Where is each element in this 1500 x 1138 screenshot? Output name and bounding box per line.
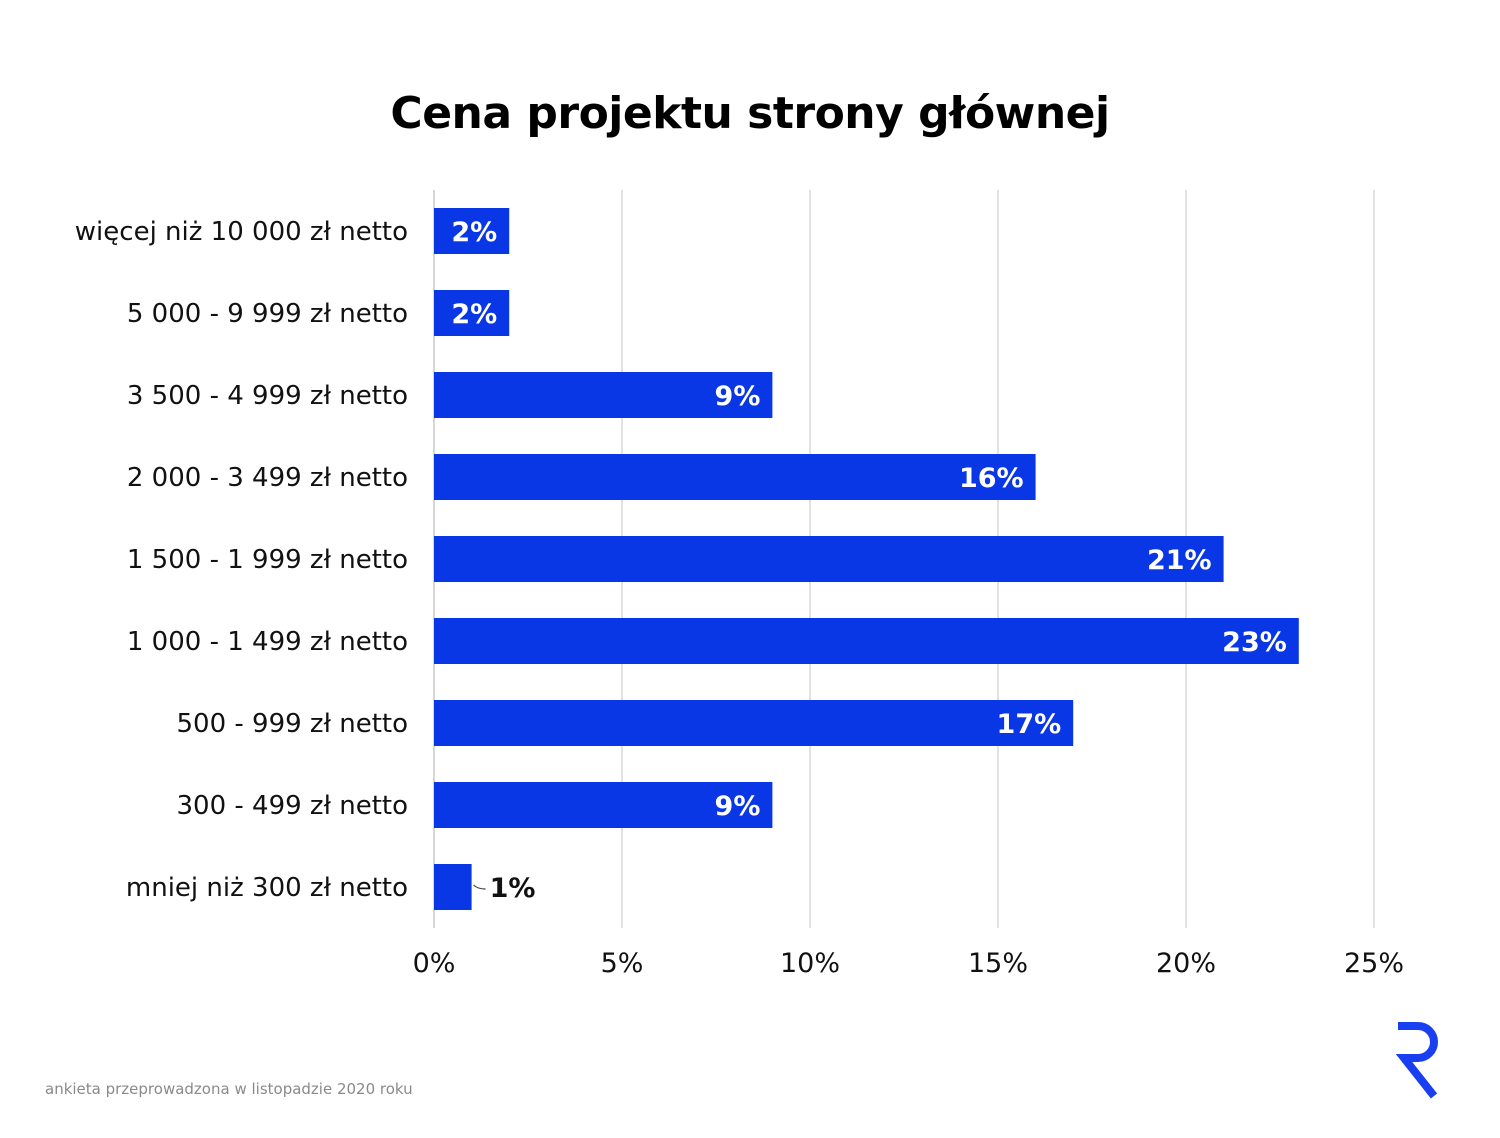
bar [434, 536, 1224, 582]
category-label: mniej niż 300 zł netto [126, 873, 408, 903]
category-label: więcej niż 10 000 zł netto [75, 217, 408, 247]
category-label: 2 000 - 3 499 zł netto [127, 463, 408, 493]
category-label: 1 500 - 1 999 zł netto [127, 545, 408, 575]
bar [434, 372, 773, 418]
bar [434, 782, 773, 828]
category-label: 500 - 999 zł netto [177, 709, 409, 739]
data-label: 21% [1147, 545, 1212, 576]
bar [434, 700, 1074, 746]
data-label: 17% [997, 709, 1062, 740]
x-tick-label: 5% [601, 948, 644, 979]
bars: 2% 2% 9% 16% 21% 23% 17% 9% 1% [434, 208, 1299, 910]
bar [434, 454, 1036, 500]
x-tick-label: 25% [1344, 948, 1404, 979]
data-label: 2% [451, 299, 497, 330]
category-label: 3 500 - 4 999 zł netto [127, 381, 408, 411]
data-label: 9% [715, 791, 761, 822]
data-label: 9% [715, 381, 761, 412]
data-label: 16% [959, 463, 1024, 494]
chart-title: Cena projektu strony głównej [390, 88, 1110, 139]
data-label: 23% [1222, 627, 1287, 658]
bar [434, 618, 1299, 664]
x-tick-label: 0% [413, 948, 456, 979]
data-label: 1% [490, 873, 536, 904]
category-label: 5 000 - 9 999 zł netto [127, 299, 408, 329]
category-label: 300 - 499 zł netto [177, 791, 409, 821]
x-tick-label: 15% [968, 948, 1028, 979]
category-label: 1 000 - 1 499 zł netto [127, 627, 408, 657]
data-label: 2% [451, 217, 497, 248]
bar [434, 864, 472, 910]
data-label-leader [473, 884, 486, 890]
bar [434, 290, 510, 336]
brand-r-logo-icon [1395, 1022, 1438, 1099]
bar [434, 208, 510, 254]
x-axis-tick-labels: 0% 5% 10% 15% 20% 25% [413, 948, 1404, 979]
footnote: ankieta przeprowadzona w listopadzie 202… [45, 1080, 413, 1098]
x-tick-label: 10% [780, 948, 840, 979]
category-labels: więcej niż 10 000 zł netto 5 000 - 9 999 … [75, 217, 408, 903]
x-tick-label: 20% [1156, 948, 1216, 979]
